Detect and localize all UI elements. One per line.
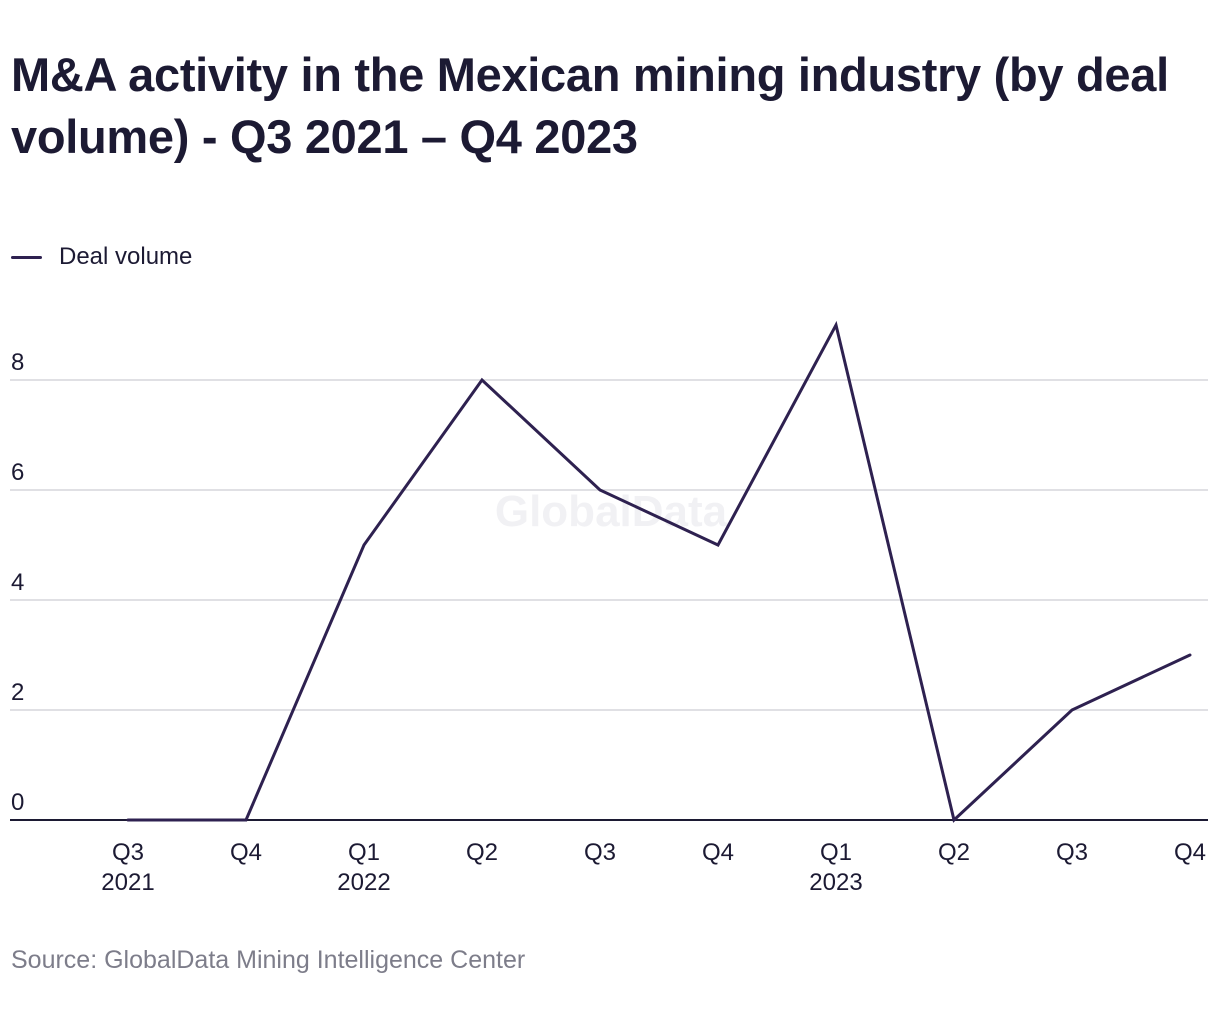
y-axis-ticks: 0 2 4 6 8	[11, 349, 24, 816]
x-tick-label-year: 2021	[101, 869, 154, 896]
x-tick-label: Q2	[938, 839, 970, 866]
x-tick-label: Q3	[1056, 839, 1088, 866]
y-tick-label: 2	[11, 679, 24, 706]
x-tick-label: Q2	[466, 839, 498, 866]
gridlines	[10, 379, 1208, 711]
x-tick-label: Q3	[584, 839, 616, 866]
x-tick-label: Q1	[820, 839, 852, 866]
x-tick-label: Q4	[230, 839, 262, 866]
y-tick-label: 0	[11, 789, 24, 816]
x-tick-label-year: 2023	[809, 869, 862, 896]
x-tick-label: Q4	[702, 839, 734, 866]
chart-title: M&A activity in the Mexican mining indus…	[11, 48, 1169, 163]
legend-label-deal-volume: Deal volume	[59, 243, 193, 270]
x-tick-label-year: 2022	[337, 869, 390, 896]
y-tick-label: 8	[11, 349, 24, 376]
series-deal-volume	[126, 320, 1192, 823]
legend: Deal volume	[11, 240, 192, 274]
x-tick-label: Q1	[348, 839, 380, 866]
series-line-deal-volume	[126, 320, 1192, 823]
source-note: Source: GlobalData Mining Intelligence C…	[11, 946, 526, 974]
x-tick-label: Q3	[112, 839, 144, 866]
x-tick-label: Q4	[1174, 839, 1206, 866]
y-tick-label: 4	[11, 569, 24, 596]
legend-swatch-deal-volume	[11, 255, 42, 259]
x-axis-ticks: Q3 2021 Q4 Q1 2022 Q2 Q3 Q4 Q1 2023 Q2 Q3 Q4	[101, 839, 1206, 896]
y-tick-label: 6	[11, 459, 24, 486]
